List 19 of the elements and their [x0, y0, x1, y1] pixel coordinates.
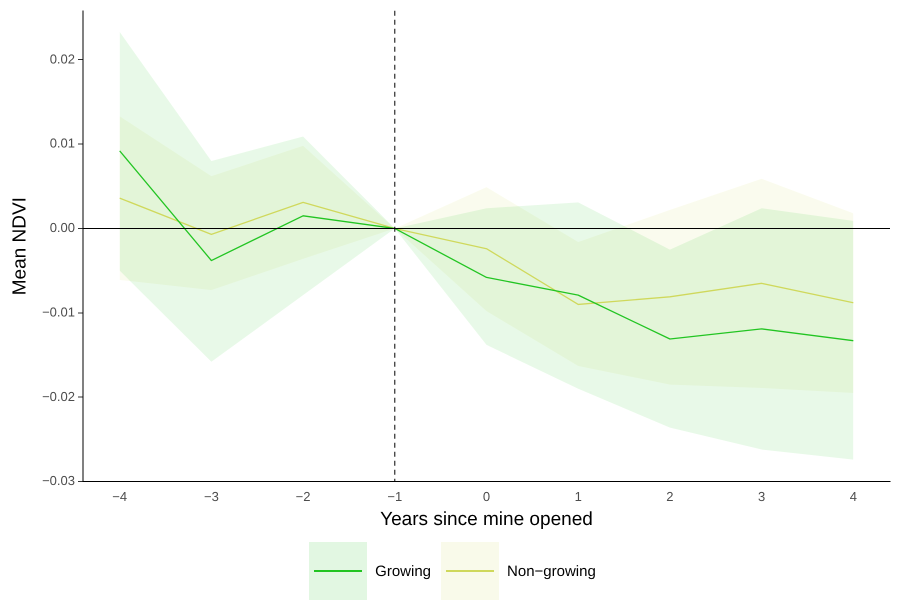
x-tick-label: −4	[112, 488, 128, 504]
y-tick-label: −0.01	[42, 304, 75, 320]
x-tick-label: −2	[296, 488, 311, 504]
x-tick-label: −3	[204, 488, 219, 504]
x-tick-label: 2	[666, 488, 674, 504]
y-tick-label: 0.00	[50, 220, 75, 236]
x-tick-label: 4	[850, 488, 857, 504]
y-axis-title: Mean NDVI	[10, 197, 31, 296]
y-tick-label: −0.03	[42, 473, 75, 488]
y-tick-label: 0.01	[50, 136, 75, 151]
x-tick-label: 0	[482, 488, 490, 504]
legend-label: Growing	[375, 562, 432, 580]
y-tick-label: −0.02	[42, 388, 75, 404]
x-tick-label: −1	[387, 488, 402, 504]
x-tick-label: 1	[574, 488, 582, 504]
y-tick-label: 0.02	[50, 51, 75, 66]
x-axis-title: Years since mine opened	[380, 508, 593, 530]
x-tick-label: 3	[758, 488, 766, 504]
legend-label: Non−growing	[507, 562, 596, 580]
